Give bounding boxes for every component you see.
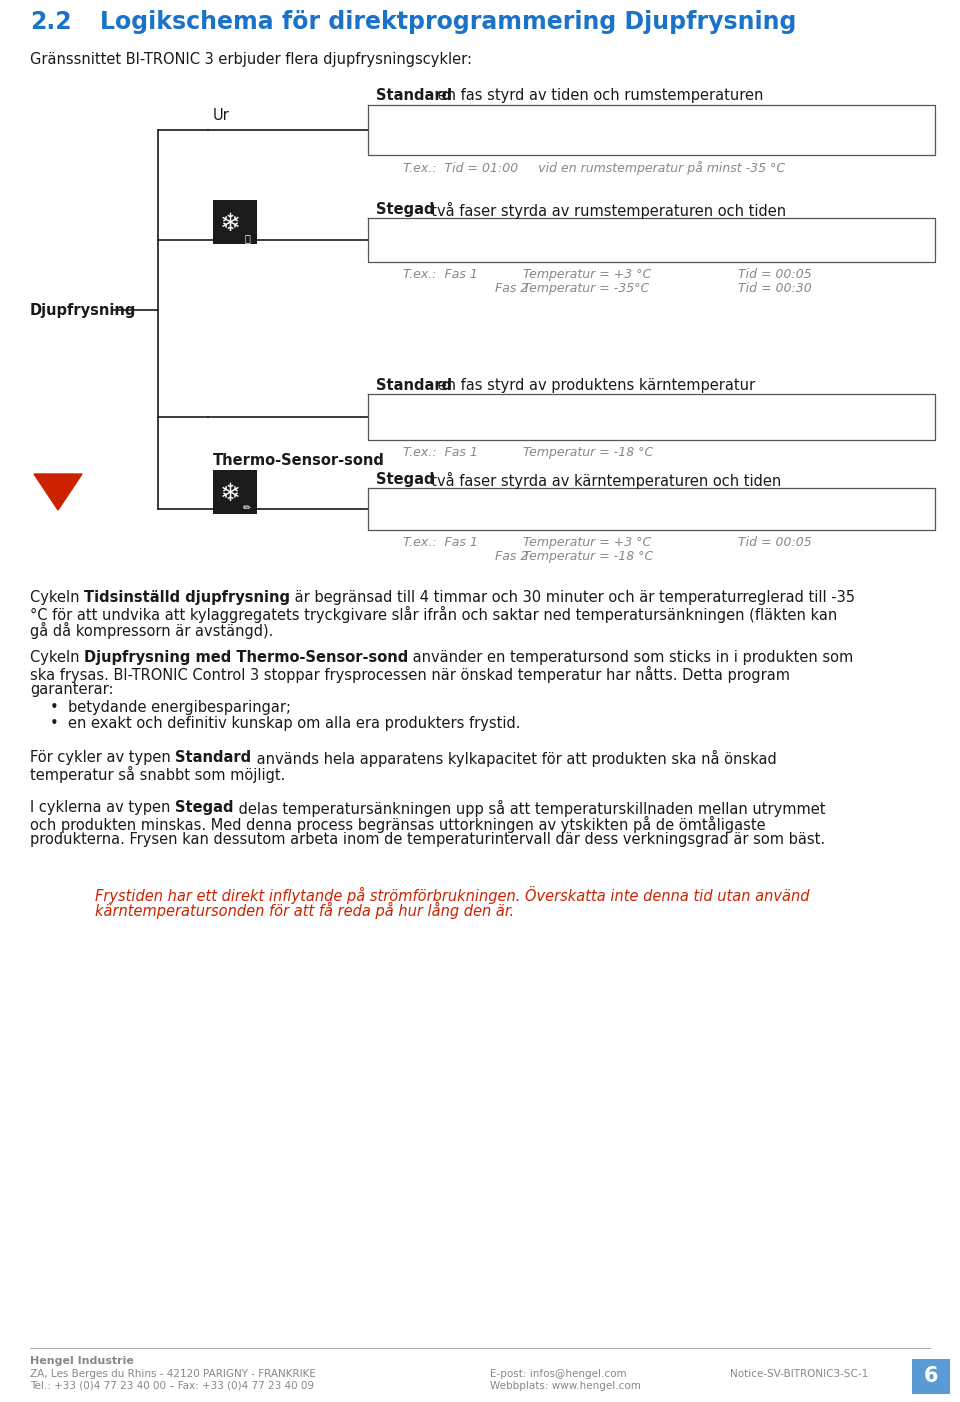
Text: två faser styrda av rumstemperaturen och tiden: två faser styrda av rumstemperaturen och… bbox=[422, 202, 786, 219]
Text: Frystiden har ett direkt inflytande på strömförbrukningen. Överskatta inte denna: Frystiden har ett direkt inflytande på s… bbox=[95, 886, 809, 904]
Text: Standard: Standard bbox=[376, 379, 452, 393]
Text: Gränssnittet BI-TRONIC 3 erbjuder flera djupfrysningscykler:: Gränssnittet BI-TRONIC 3 erbjuder flera … bbox=[30, 52, 472, 67]
Text: •  betydande energibesparingar;: • betydande energibesparingar; bbox=[50, 700, 291, 715]
Text: Hengel Industrie: Hengel Industrie bbox=[30, 1356, 133, 1366]
Text: T.ex.:  Fas 1: T.ex.: Fas 1 bbox=[403, 536, 478, 550]
Text: °C för att undvika att kylaggregatets tryckgivare slår ifrån och saktar ned temp: °C för att undvika att kylaggregatets tr… bbox=[30, 606, 837, 622]
Text: Tidsinställd djupfrysning: Tidsinställd djupfrysning bbox=[84, 590, 290, 606]
Text: ❄: ❄ bbox=[220, 482, 241, 506]
Text: Fas 2: Fas 2 bbox=[495, 282, 528, 294]
Text: Stegad: Stegad bbox=[376, 202, 435, 217]
Text: två faser styrda av kärntemperaturen och tiden: två faser styrda av kärntemperaturen och… bbox=[422, 472, 781, 489]
Text: garanterar:: garanterar: bbox=[30, 681, 113, 697]
Text: Logikschema för direktprogrammering Djupfrysning: Logikschema för direktprogrammering Djup… bbox=[100, 10, 797, 34]
Text: T.ex.:  Tid = 01:00     vid en rumstemperatur på minst -35 °C: T.ex.: Tid = 01:00 vid en rumstemperatur… bbox=[403, 161, 785, 175]
Text: E-post: infos@hengel.com: E-post: infos@hengel.com bbox=[490, 1368, 627, 1380]
Text: delas temperatursänkningen upp så att temperaturskillnaden mellan utrymmet: delas temperatursänkningen upp så att te… bbox=[233, 801, 825, 817]
Text: Standard: Standard bbox=[376, 88, 452, 102]
Text: Stegad: Stegad bbox=[175, 801, 233, 815]
Text: Temperatur = -35°C: Temperatur = -35°C bbox=[523, 282, 649, 294]
Text: ❄: ❄ bbox=[220, 212, 241, 236]
Text: Temperatur = -18 °C: Temperatur = -18 °C bbox=[523, 446, 653, 458]
Text: I cyklerna av typen: I cyklerna av typen bbox=[30, 801, 175, 815]
Text: Tid = 00:30: Tid = 00:30 bbox=[738, 282, 812, 294]
Text: temperatur så snabbt som möjligt.: temperatur så snabbt som möjligt. bbox=[30, 765, 285, 782]
Text: produkterna. Frysen kan dessutom arbeta inom de temperaturintervall där dess ver: produkterna. Frysen kan dessutom arbeta … bbox=[30, 831, 826, 847]
Text: ska frysas. BI-TRONIC Control 3 stoppar frysprocessen när önskad temperatur har : ska frysas. BI-TRONIC Control 3 stoppar … bbox=[30, 666, 790, 683]
Text: T.ex.:  Fas 1: T.ex.: Fas 1 bbox=[403, 446, 478, 458]
Text: T.ex.:  Fas 1: T.ex.: Fas 1 bbox=[403, 268, 478, 280]
Text: Tid = 00:05: Tid = 00:05 bbox=[738, 536, 812, 550]
Text: Cykeln: Cykeln bbox=[30, 590, 84, 606]
FancyBboxPatch shape bbox=[912, 1359, 950, 1394]
Text: Cykeln: Cykeln bbox=[30, 651, 84, 665]
FancyBboxPatch shape bbox=[213, 200, 257, 244]
Text: gå då kompressorn är avstängd).: gå då kompressorn är avstängd). bbox=[30, 622, 274, 639]
Text: Webbplats: www.hengel.com: Webbplats: www.hengel.com bbox=[490, 1381, 641, 1391]
FancyBboxPatch shape bbox=[213, 470, 257, 515]
Text: Tid = 00:05: Tid = 00:05 bbox=[738, 268, 812, 280]
Text: ✏: ✏ bbox=[243, 503, 252, 513]
Text: •  en exakt och definitiv kunskap om alla era produkters frystid.: • en exakt och definitiv kunskap om alla… bbox=[50, 716, 520, 730]
Text: en fas styrd av produktens kärntemperatur: en fas styrd av produktens kärntemperatu… bbox=[433, 379, 756, 393]
Text: !: ! bbox=[54, 901, 62, 918]
Text: Temperatur = +3 °C: Temperatur = +3 °C bbox=[523, 268, 651, 280]
Text: 2.2: 2.2 bbox=[30, 10, 72, 34]
Text: Ur: Ur bbox=[213, 108, 229, 123]
Polygon shape bbox=[34, 474, 82, 510]
Text: Tel.: +33 (0)4 77 23 40 00 – Fax: +33 (0)4 77 23 40 09: Tel.: +33 (0)4 77 23 40 00 – Fax: +33 (0… bbox=[30, 1381, 314, 1391]
Text: används hela apparatens kylkapacitet för att produkten ska nå önskad: används hela apparatens kylkapacitet för… bbox=[252, 750, 777, 767]
Text: Djupfrysning: Djupfrysning bbox=[30, 303, 136, 317]
Text: ⧖: ⧖ bbox=[244, 233, 250, 243]
Text: är begränsad till 4 timmar och 30 minuter och är temperaturreglerad till -35: är begränsad till 4 timmar och 30 minute… bbox=[290, 590, 855, 606]
Text: Temperatur = -18 °C: Temperatur = -18 °C bbox=[523, 550, 653, 564]
Text: Djupfrysning med Thermo-Sensor-sond: Djupfrysning med Thermo-Sensor-sond bbox=[84, 651, 408, 665]
Text: Temperatur = +3 °C: Temperatur = +3 °C bbox=[523, 536, 651, 550]
Text: Thermo-Sensor-sond: Thermo-Sensor-sond bbox=[213, 453, 385, 468]
Text: För cykler av typen: För cykler av typen bbox=[30, 750, 176, 765]
Text: en fas styrd av tiden och rumstemperaturen: en fas styrd av tiden och rumstemperatur… bbox=[433, 88, 763, 102]
Text: Notice-SV-BITRONIC3-SC-1: Notice-SV-BITRONIC3-SC-1 bbox=[730, 1368, 868, 1380]
Text: kärntemperatursonden för att få reda på hur lång den är.: kärntemperatursonden för att få reda på … bbox=[95, 901, 515, 920]
Text: ZA, Les Berges du Rhins - 42120 PARIGNY - FRANKRIKE: ZA, Les Berges du Rhins - 42120 PARIGNY … bbox=[30, 1368, 316, 1380]
Text: Fas 2: Fas 2 bbox=[495, 550, 528, 564]
Text: Stegad: Stegad bbox=[376, 472, 435, 486]
Text: 6: 6 bbox=[924, 1366, 938, 1387]
Text: använder en temperatursond som sticks in i produkten som: använder en temperatursond som sticks in… bbox=[408, 651, 853, 665]
Text: och produkten minskas. Med denna process begränsas uttorkningen av ytskikten på : och produkten minskas. Med denna process… bbox=[30, 816, 766, 833]
Text: Standard: Standard bbox=[176, 750, 252, 765]
